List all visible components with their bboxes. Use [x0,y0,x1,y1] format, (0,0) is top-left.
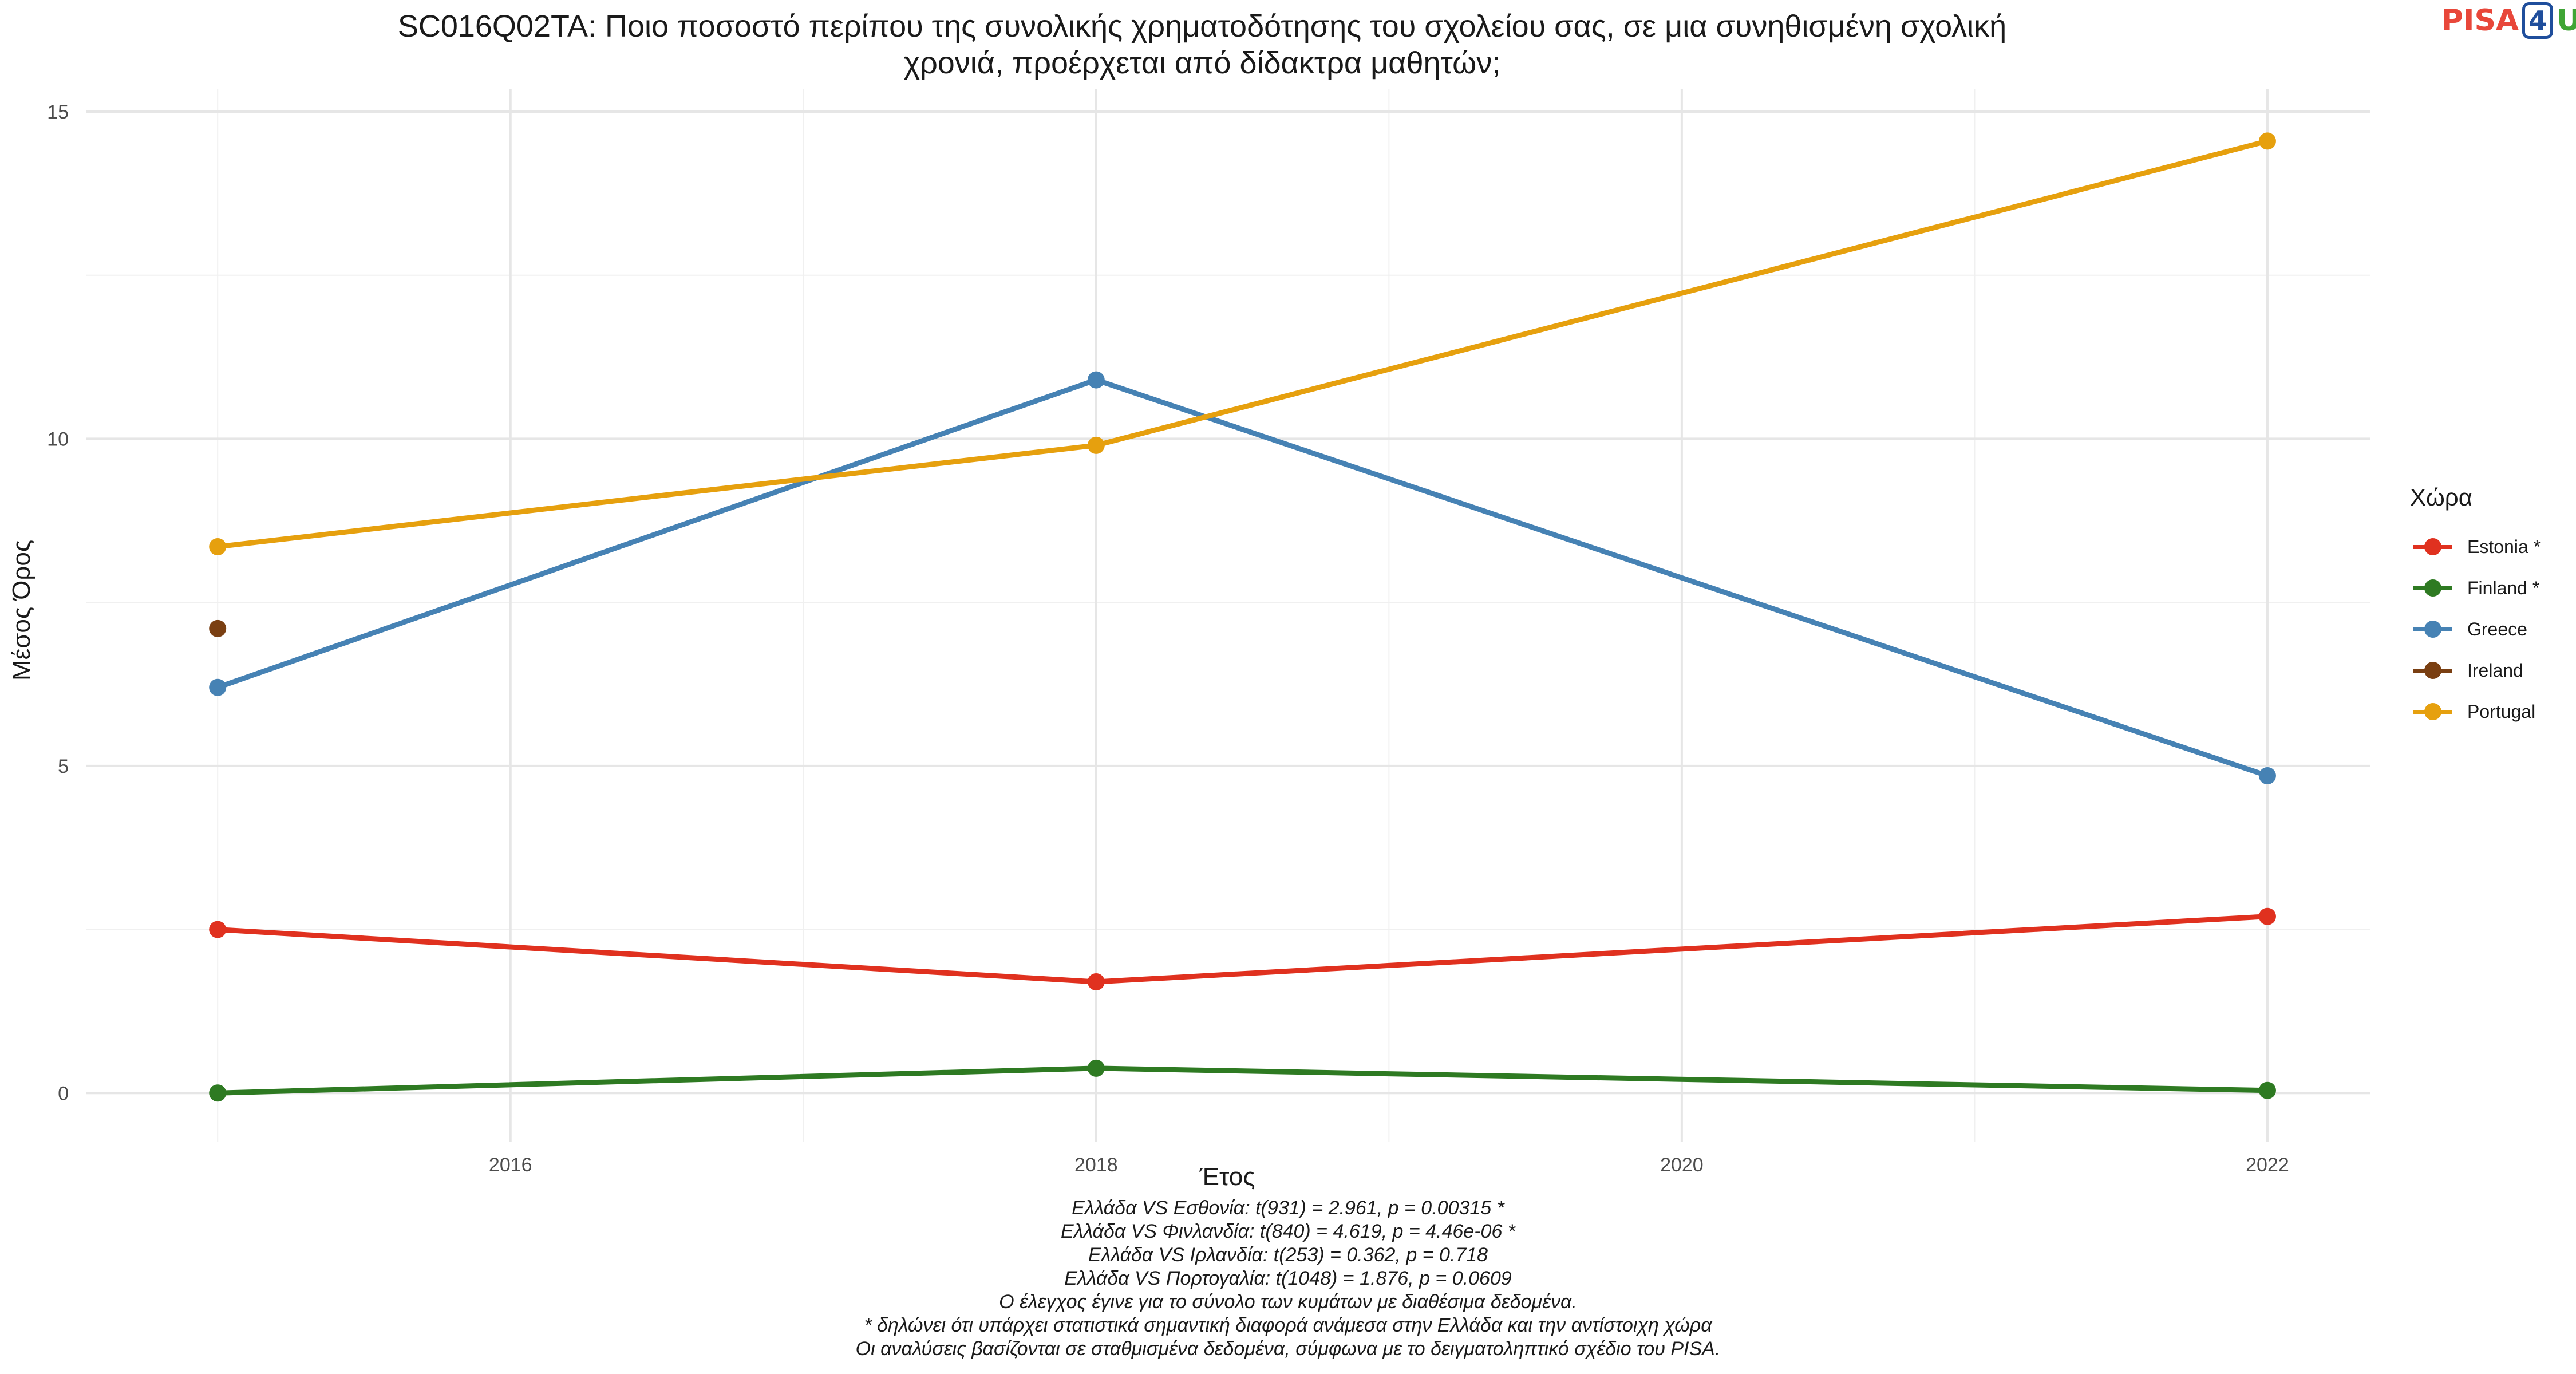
logo-text-pisa: PISA [2441,3,2519,38]
note-line-1: Ελλάδα VS Εσθονία: t(931) = 2.961, p = 0… [1072,1197,1504,1219]
y-tick-label: 15 [47,101,69,123]
chart-title-line-1: SC016Q02TA: Ποιο ποσοστό περίπου της συν… [397,9,2007,44]
data-point-finland [2258,1081,2276,1099]
series-estonia [209,907,2276,990]
data-point-finland [209,1084,227,1102]
legend-item-estonia: Estonia * [2410,526,2541,567]
data-point-ireland [209,619,227,637]
note-line-5: Ο έλεγχος έγινε για το σύνολο των κυμάτω… [999,1291,1577,1313]
series-line-portugal [215,138,2270,550]
series-line-estonia [215,914,2270,985]
legend-label-ireland: Ireland [2467,660,2523,681]
y-axis-label: Μέσος Όρος [7,540,35,681]
data-point-portugal [2258,132,2276,150]
pisa4u-logo: PISA 4 U [2441,2,2576,39]
series-finland [209,1059,2276,1102]
x-axis-ticks: 2016 2018 2020 2022 [489,1154,2289,1176]
data-point-greece [209,678,227,696]
series-portugal [209,132,2276,555]
chart-title-line-2: χρονιά, προέρχεται από δίδακτρα μαθητών; [903,46,1501,80]
legend-key-greece [2410,618,2456,641]
legend-item-finland: Finland * [2410,567,2541,609]
x-axis-label: Έτος [1199,1163,1255,1191]
data-point-estonia [2258,907,2276,925]
legend-label-greece: Greece [2467,618,2527,639]
chart-title: SC016Q02TA: Ποιο ποσοστό περίπου της συν… [69,8,2336,81]
series-line-finland [215,1065,2270,1096]
note-line-2: Ελλάδα VS Φινλανδία: t(840) = 4.619, p =… [1060,1221,1516,1242]
data-point-portugal [209,538,227,555]
legend-key-finland [2410,577,2456,599]
legend-label-portugal: Portugal [2467,701,2536,722]
data-point-portugal [1087,436,1105,454]
legend-key-estonia [2410,535,2456,558]
legend-item-portugal: Portugal [2410,691,2541,732]
series-greece [209,371,2276,784]
data-point-estonia [1087,973,1105,990]
series-layer [209,132,2276,1102]
legend-key-portugal [2410,700,2456,723]
x-tick-label: 2016 [489,1154,532,1176]
legend-label-estonia: Estonia * [2467,536,2541,557]
series-ireland [209,619,227,637]
y-tick-label: 0 [58,1083,69,1104]
x-tick-label: 2018 [1074,1154,1118,1176]
legend-title: Χώρα [2410,484,2472,511]
data-point-greece [1087,371,1105,389]
note-line-3: Ελλάδα VS Ιρλανδία: t(253) = 0.362, p = … [1088,1244,1488,1266]
x-tick-label: 2022 [2246,1154,2289,1176]
legend: Χώρα Estonia * Finland * Greece Ireland Port… [2410,484,2541,732]
legend-items: Estonia * Finland * Greece Ireland Portugal [2410,526,2541,732]
y-tick-label: 10 [47,428,69,450]
note-line-6: * δηλώνει ότι υπάρχει στατιστικά σημαντι… [864,1314,1712,1336]
legend-key-ireland [2410,659,2456,682]
legend-item-ireland: Ireland [2410,650,2541,691]
logo-text-u: U [2557,3,2576,38]
data-point-finland [1087,1059,1105,1077]
logo-text-4: 4 [2522,2,2554,39]
legend-item-greece: Greece [2410,609,2541,650]
y-axis-ticks: 0 5 10 15 [47,101,69,1104]
data-point-estonia [209,921,227,938]
note-line-4: Ελλάδα VS Πορτογαλία: t(1048) = 1.876, p… [1064,1268,1512,1289]
legend-label-finland: Finland * [2467,577,2540,598]
statistical-notes: Ελλάδα VS Εσθονία: t(931) = 2.961, p = 0… [0,1197,2576,1361]
note-line-7: Οι αναλύσεις βασίζονται σε σταθμισμένα δ… [855,1338,1721,1360]
y-tick-label: 5 [58,756,69,777]
x-tick-label: 2020 [1660,1154,1704,1176]
data-point-greece [2258,767,2276,784]
